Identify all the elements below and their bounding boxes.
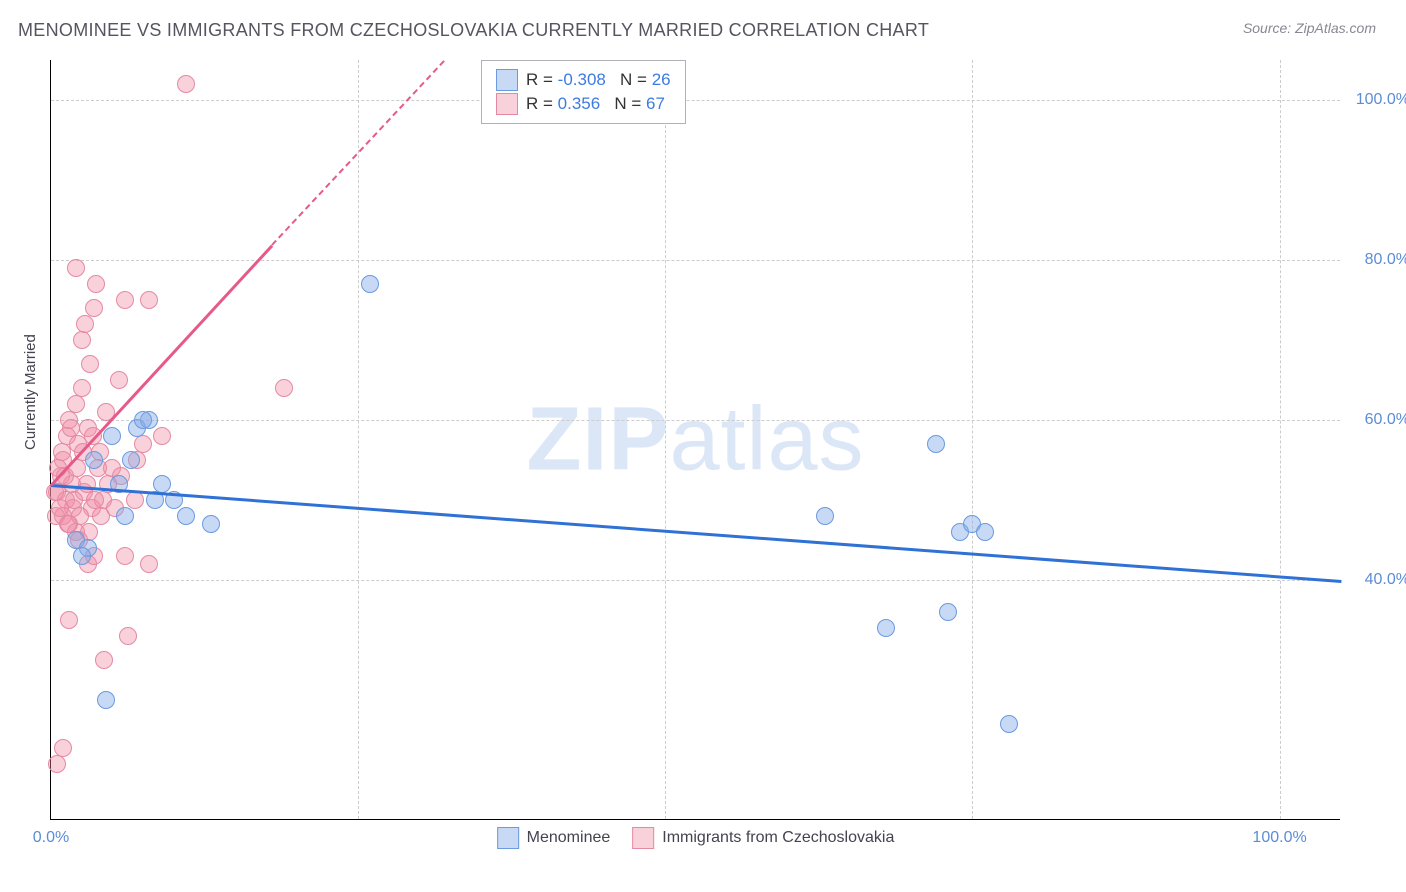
scatter-point (134, 411, 152, 429)
gridline-horizontal (51, 100, 1340, 101)
gridline-vertical (1280, 60, 1281, 819)
watermark: ZIPatlas (526, 388, 864, 491)
legend-stats-text: R = -0.308 N = 26 (526, 70, 671, 90)
gridline-horizontal (51, 420, 1340, 421)
legend-series-label: Menominee (527, 829, 611, 847)
y-axis-label: Currently Married (22, 334, 39, 450)
chart-title: MENOMINEE VS IMMIGRANTS FROM CZECHOSLOVA… (18, 20, 929, 41)
scatter-point (202, 515, 220, 533)
gridline-vertical (972, 60, 973, 819)
scatter-point (53, 443, 71, 461)
scatter-point (103, 427, 121, 445)
scatter-point (877, 619, 895, 637)
scatter-point (85, 299, 103, 317)
scatter-point (76, 315, 94, 333)
ytick-label: 80.0% (1365, 251, 1406, 269)
scatter-point (87, 275, 105, 293)
scatter-point (939, 603, 957, 621)
scatter-point (116, 547, 134, 565)
scatter-point (361, 275, 379, 293)
scatter-point (67, 395, 85, 413)
gridline-horizontal (51, 580, 1340, 581)
scatter-point (126, 491, 144, 509)
source-attribution: Source: ZipAtlas.com (1243, 20, 1376, 36)
scatter-point (62, 419, 80, 437)
legend-swatch (496, 93, 518, 115)
header: MENOMINEE VS IMMIGRANTS FROM CZECHOSLOVA… (0, 0, 1406, 51)
ytick-label: 60.0% (1365, 411, 1406, 429)
scatter-point (73, 331, 91, 349)
scatter-point (1000, 715, 1018, 733)
ytick-label: 40.0% (1365, 571, 1406, 589)
gridline-vertical (665, 60, 666, 819)
xtick-label: 0.0% (33, 829, 69, 847)
scatter-point (140, 291, 158, 309)
legend-series-item: Menominee (497, 827, 611, 849)
legend-series-label: Immigrants from Czechoslovakia (662, 829, 894, 847)
legend-swatch (496, 69, 518, 91)
scatter-point (85, 451, 103, 469)
scatter-point (116, 291, 134, 309)
ytick-label: 100.0% (1356, 91, 1406, 109)
gridline-vertical (358, 60, 359, 819)
scatter-point (976, 523, 994, 541)
scatter-point (177, 507, 195, 525)
legend-swatch (632, 827, 654, 849)
legend-stats-text: R = 0.356 N = 67 (526, 94, 665, 114)
scatter-point (927, 435, 945, 453)
scatter-point (110, 371, 128, 389)
scatter-point (54, 739, 72, 757)
scatter-point (153, 427, 171, 445)
scatter-point (81, 355, 99, 373)
scatter-point (73, 547, 91, 565)
scatter-point (60, 611, 78, 629)
scatter-point (67, 259, 85, 277)
chart-plot-area: ZIPatlas 40.0%60.0%80.0%100.0%0.0%100.0%… (50, 60, 1340, 820)
scatter-point (119, 627, 137, 645)
legend-stats: R = -0.308 N = 26 R = 0.356 N = 67 (481, 60, 686, 124)
scatter-point (116, 507, 134, 525)
scatter-point (73, 379, 91, 397)
gridline-horizontal (51, 260, 1340, 261)
scatter-point (97, 691, 115, 709)
scatter-point (122, 451, 140, 469)
scatter-point (816, 507, 834, 525)
scatter-point (140, 555, 158, 573)
scatter-point (275, 379, 293, 397)
legend-series: Menominee Immigrants from Czechoslovakia (497, 827, 895, 849)
scatter-point (134, 435, 152, 453)
scatter-point (95, 651, 113, 669)
legend-stats-row: R = -0.308 N = 26 (496, 69, 671, 91)
legend-swatch (497, 827, 519, 849)
legend-stats-row: R = 0.356 N = 67 (496, 93, 671, 115)
legend-series-item: Immigrants from Czechoslovakia (632, 827, 894, 849)
trend-line (51, 484, 1341, 582)
scatter-point (48, 755, 66, 773)
xtick-label: 100.0% (1252, 829, 1306, 847)
scatter-point (177, 75, 195, 93)
